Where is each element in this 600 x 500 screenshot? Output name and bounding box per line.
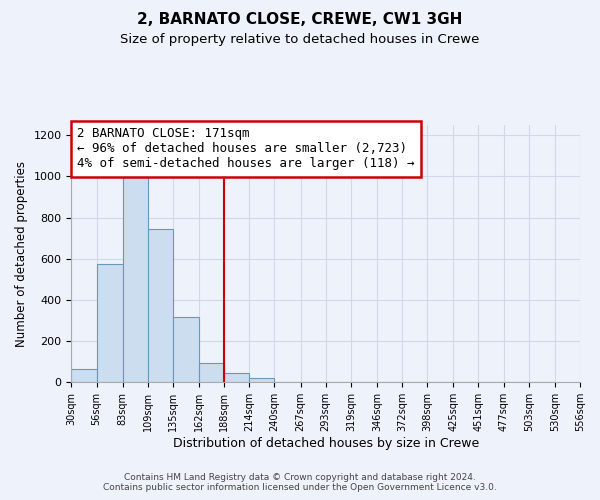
Text: Size of property relative to detached houses in Crewe: Size of property relative to detached ho… — [121, 32, 479, 46]
Bar — [250, 378, 274, 382]
Bar — [173, 318, 199, 382]
Bar — [199, 363, 224, 382]
Text: 2, BARNATO CLOSE, CREWE, CW1 3GH: 2, BARNATO CLOSE, CREWE, CW1 3GH — [137, 12, 463, 28]
Bar — [122, 176, 148, 382]
Bar — [224, 373, 250, 382]
Y-axis label: Number of detached properties: Number of detached properties — [15, 160, 28, 346]
X-axis label: Distribution of detached houses by size in Crewe: Distribution of detached houses by size … — [173, 437, 479, 450]
Bar — [71, 369, 97, 382]
Bar — [148, 229, 173, 382]
Text: Contains HM Land Registry data © Crown copyright and database right 2024.
Contai: Contains HM Land Registry data © Crown c… — [103, 473, 497, 492]
Text: 2 BARNATO CLOSE: 171sqm
← 96% of detached houses are smaller (2,723)
4% of semi-: 2 BARNATO CLOSE: 171sqm ← 96% of detache… — [77, 128, 415, 170]
Bar — [97, 264, 122, 382]
